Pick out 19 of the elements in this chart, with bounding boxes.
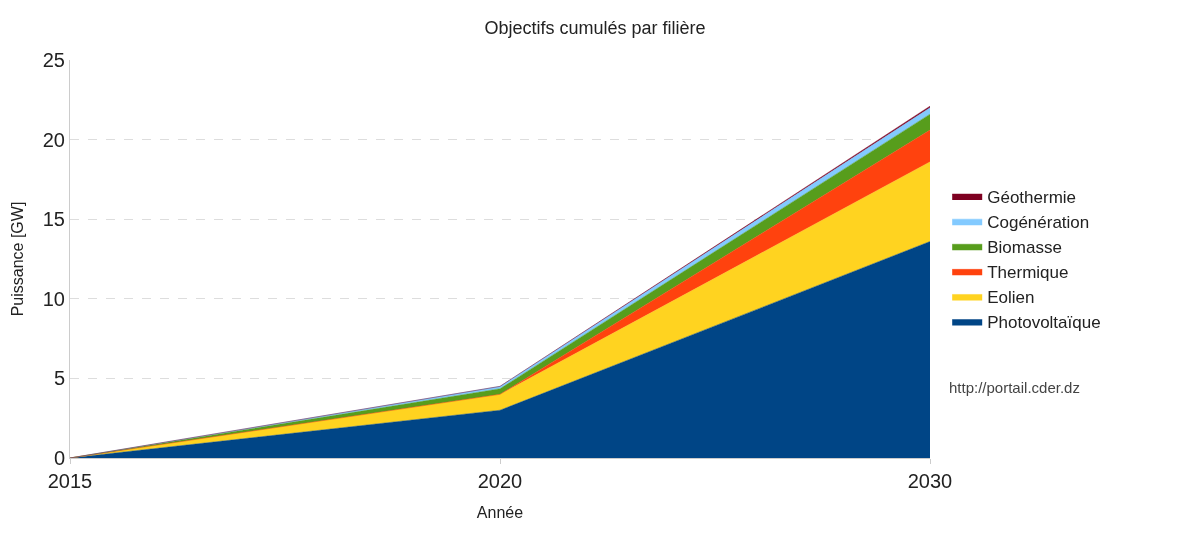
y-tick-label: 20: [42, 128, 65, 151]
y-axis-title: Puissance [GW]: [8, 201, 26, 317]
chart-title: Objectifs cumulés par filière: [484, 17, 706, 38]
y-tick-label: 10: [42, 287, 65, 310]
y-tick-label: 5: [53, 367, 65, 390]
y-tick-label: 0: [53, 447, 65, 469]
x-tick-label: 2030: [907, 470, 953, 492]
x-tick-label: 2015: [47, 470, 93, 492]
legend-label: Eolien: [987, 288, 1035, 308]
x-tick-label: 2020: [477, 470, 523, 492]
legend-label: Géothermie: [987, 187, 1077, 207]
legend-label: Thermique: [987, 262, 1069, 282]
legend-label: Cogénération: [987, 212, 1090, 232]
y-tick-label: 25: [42, 49, 65, 71]
y-tick-label: 15: [42, 208, 65, 231]
legend-label: Biomasse: [987, 237, 1062, 257]
legend-label: Photovoltaïque: [987, 313, 1101, 333]
x-axis-title: Année: [476, 503, 524, 521]
text: http://portail.cder.dz: [949, 379, 1080, 396]
